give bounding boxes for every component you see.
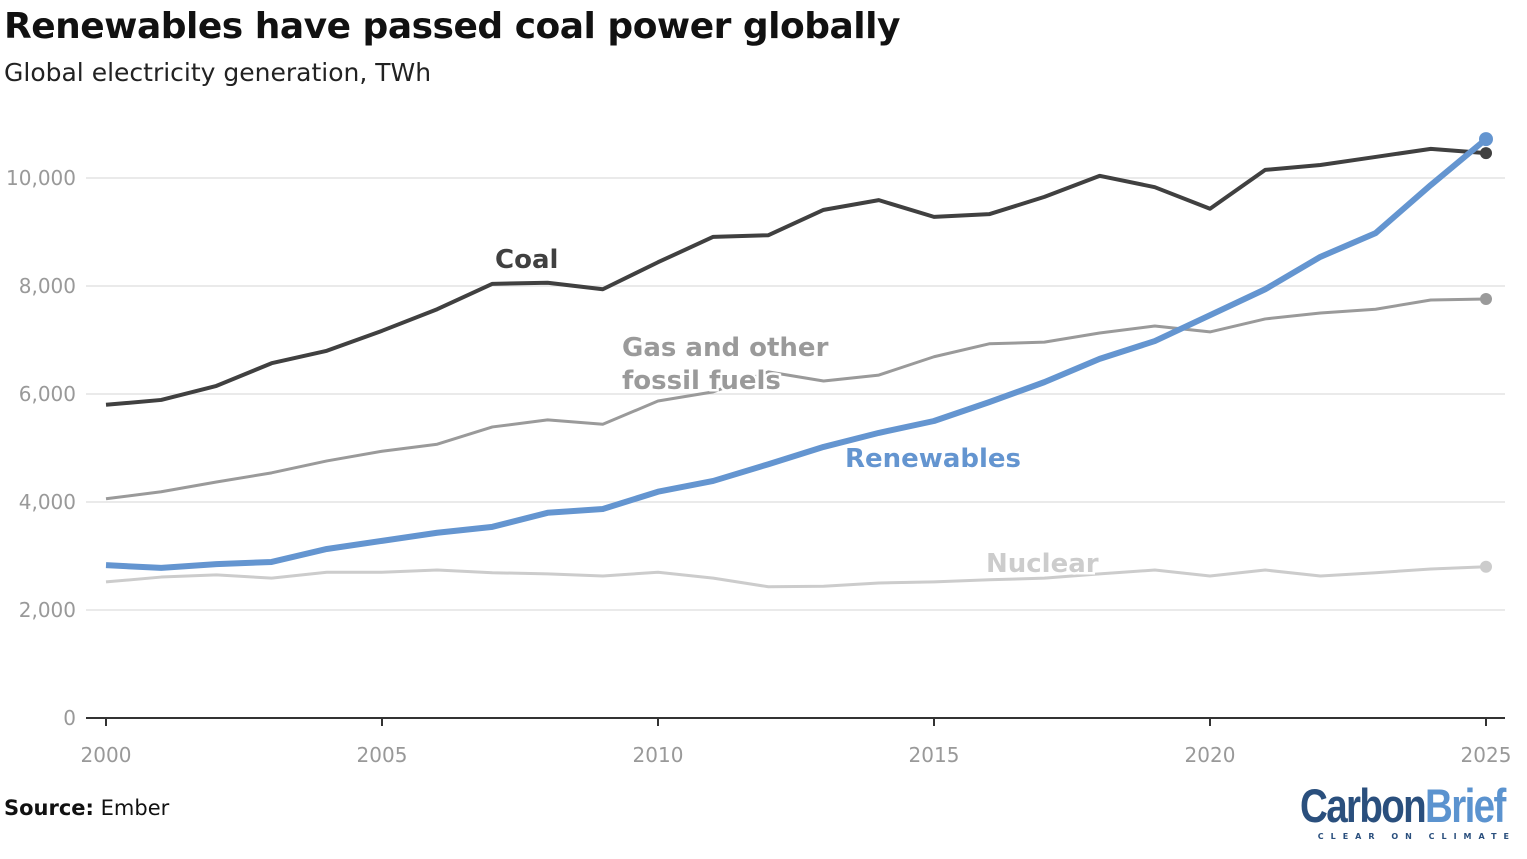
end-point-gas-and-other-fossil-fuels: [1480, 292, 1492, 305]
source-label: Source:: [4, 796, 94, 820]
series-label: Coal: [495, 245, 558, 275]
source-note: Source: Ember: [4, 796, 169, 820]
x-tick-label: 2015: [909, 743, 960, 767]
y-tick-label: 4,000: [19, 490, 76, 514]
end-point-renewables: [1479, 132, 1493, 147]
x-tick-label: 2025: [1461, 743, 1512, 767]
y-tick-label: 2,000: [19, 598, 76, 622]
x-tick-label: 2005: [357, 743, 408, 767]
x-tick-label: 2000: [81, 743, 132, 767]
series-label: fossil fuels: [622, 366, 781, 396]
series-line-gas-and-other-fossil-fuels: [105, 297, 1487, 501]
series-label: Nuclear: [986, 549, 1099, 579]
logo-tagline: CLEAR ON CLIMATE: [1317, 832, 1516, 841]
end-point-nuclear: [1480, 560, 1492, 573]
x-tick-label: 2010: [633, 743, 684, 767]
series-line-coal: [105, 146, 1487, 407]
chart-subtitle: Global electricity generation, TWh: [4, 58, 432, 87]
logo-part1: Carbon: [1300, 779, 1427, 832]
series-line-nuclear: [105, 565, 1487, 589]
end-point-coal: [1480, 147, 1492, 160]
line-chart: 0 2,000 4,000 6,000 8,000 10,000 2000 2005 2010 2…: [6, 132, 1512, 767]
series-label: Gas and other: [622, 333, 829, 363]
y-tick-label: 6,000: [19, 382, 76, 406]
series-label: Renewables: [845, 444, 1021, 474]
series-line-renewables: [105, 136, 1488, 571]
y-tick-label: 8,000: [19, 274, 76, 298]
y-tick-label: 0: [63, 706, 76, 730]
logo-part2: Brief: [1425, 779, 1506, 832]
chart-title: Renewables have passed coal power global…: [4, 6, 900, 47]
x-tick-label: 2020: [1185, 743, 1236, 767]
source-value: Ember: [100, 796, 170, 820]
carbonbrief-logo: CarbonBrief CLEAR ON CLIMATE: [1300, 779, 1516, 842]
y-tick-label: 10,000: [6, 166, 76, 190]
